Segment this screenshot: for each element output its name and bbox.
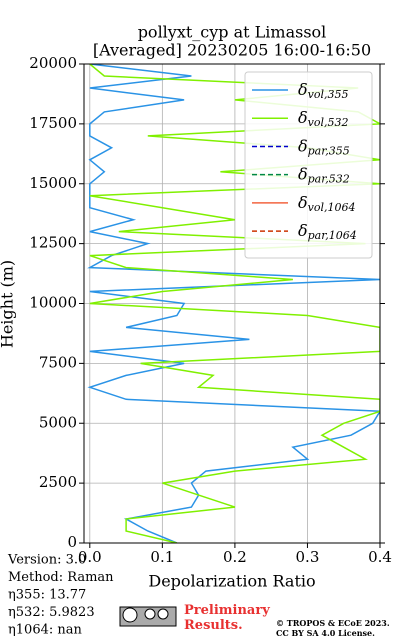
x-tick-label: 0.3 (296, 548, 320, 566)
y-tick-label: 0 (67, 533, 77, 551)
copyright: © TROPOS & ECoE 2023. (276, 618, 390, 628)
legend-label: δvol,532 (298, 108, 349, 130)
y-tick-label: 15000 (29, 174, 77, 192)
x-tick-label: 0.2 (223, 548, 247, 566)
annotation: Version: 3.0 (7, 553, 86, 568)
x-tick-label: 0.1 (150, 548, 174, 566)
cc-logo-icon (122, 607, 138, 623)
copyright: CC BY SA 4.0 License. (276, 628, 375, 638)
preliminary-notice: Preliminary Results. (184, 603, 270, 633)
y-tick-label: 20000 (29, 54, 77, 72)
y-tick-label: 10000 (29, 294, 77, 312)
x-axis-label: Depolarization Ratio (148, 572, 315, 591)
cc-logo-icon (144, 608, 156, 620)
y-tick-label: 2500 (39, 473, 77, 491)
chart-title: pollyxt_cyp at Limassol (138, 23, 327, 42)
annotation: η355: 13.77 (8, 588, 86, 603)
chart-title: [Averaged] 20230205 16:00-16:50 (93, 41, 371, 60)
y-axis-label: Height (m) (0, 260, 17, 348)
plot-frame (83, 63, 381, 544)
legend-label: δpar,355 (298, 136, 350, 158)
y-tick-label: 17500 (29, 114, 77, 132)
legend-label: δvol,355 (298, 80, 349, 102)
annotation: η532: 5.9823 (8, 605, 95, 620)
y-tick-label: 7500 (39, 353, 77, 371)
x-tick-label: 0.4 (368, 548, 392, 566)
legend-label: δpar,1064 (298, 221, 357, 243)
cc-logo-icon (157, 608, 169, 620)
annotations: Version: 3.0 Method: Raman η355: 13.77 η532… (7, 553, 114, 638)
profile-line (87, 64, 380, 543)
y-tick-label: 5000 (39, 413, 77, 431)
annotation: Method: Raman (8, 570, 114, 585)
y-tick-label: 12500 (29, 234, 77, 252)
x-tick-label: 0.0 (78, 548, 102, 566)
annotation: η1064: nan (8, 623, 83, 638)
legend: δvol,355 δvol,532 δpar,355 δpar,532 δvol,106… (244, 71, 373, 259)
legend-label: δvol,1064 (298, 192, 356, 214)
legend-label: δpar,532 (298, 164, 350, 186)
